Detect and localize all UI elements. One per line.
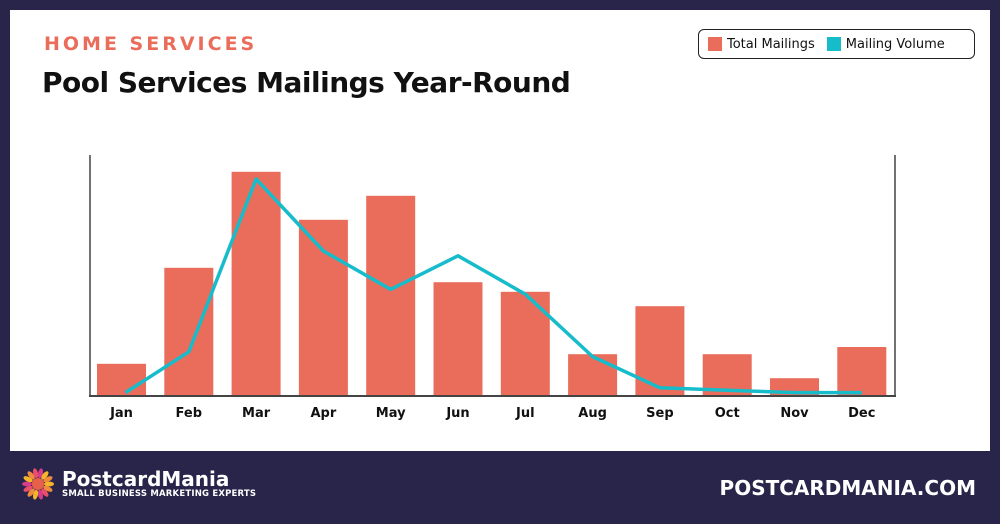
x-tick-label: Feb [176,406,202,421]
x-tick-label: Jan [109,406,133,421]
brand-name: PostcardMania [62,467,230,491]
brand-tagline: SMALL BUSINESS MARKETING EXPERTS [62,489,257,499]
sunburst-logo-icon [22,468,54,500]
x-tick-label: Apr [311,406,337,421]
x-tick-label: Sep [646,406,674,421]
x-tick-label: Nov [780,406,809,421]
bar-jan [97,363,146,395]
bar-feb [164,267,214,395]
bar-jun [433,282,483,395]
bar-may [366,195,416,395]
legend-item-total-mailings: Total Mailings [708,37,815,52]
legend-label: Total Mailings [727,36,815,52]
x-tick-label: Aug [578,406,607,421]
x-tick-label: Jun [445,406,469,421]
legend-swatch-line [826,37,841,51]
bar-apr [298,219,348,395]
x-tick-label: Jul [515,406,535,421]
bar-mar [231,171,281,395]
x-tick-label: Oct [715,406,740,421]
bar-dec [837,347,887,395]
bar-jul [500,291,550,395]
legend-label: Mailing Volume [845,36,945,52]
x-tick-label: May [376,406,406,421]
legend-swatch-bar [708,37,722,51]
legend: Total Mailings Mailing Volume [698,29,975,59]
x-tick-label: Dec [848,406,875,421]
bar-aug [568,354,618,395]
brand-logo: PostcardMania SMALL BUSINESS MARKETING E… [20,466,256,502]
legend-item-mailing-volume: Mailing Volume [826,36,945,52]
x-tick-label: Mar [242,406,271,421]
page-title: Pool Services Mailings Year-Round [42,66,571,99]
website-link[interactable]: POSTCARDMANIA.COM [719,476,976,500]
category-kicker: HOME SERVICES [44,33,258,55]
mailing-volume-line [124,177,862,395]
